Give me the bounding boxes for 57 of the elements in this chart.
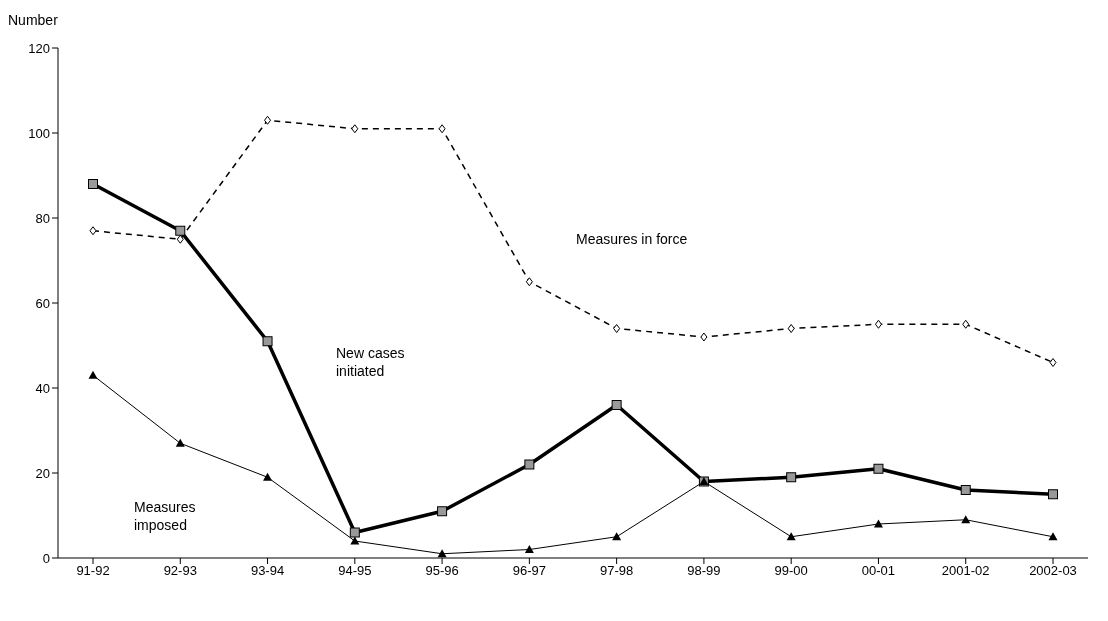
point — [89, 226, 97, 236]
point — [1049, 358, 1057, 367]
point — [786, 472, 797, 483]
x-tick-label: 2001-02 — [941, 563, 990, 579]
x-tick-label: 00-01 — [861, 563, 896, 579]
point — [874, 319, 882, 329]
y-axis-title: Number — [8, 12, 58, 28]
y-tick-label: 80 — [35, 210, 50, 226]
point — [88, 370, 98, 379]
point — [525, 277, 533, 287]
x-tick-label: 92-93 — [163, 563, 197, 579]
point — [612, 532, 622, 541]
point — [175, 225, 186, 236]
point — [437, 506, 448, 517]
x-tick-label: 99-00 — [774, 563, 808, 579]
point — [349, 527, 360, 538]
annotation: Measures in force — [576, 230, 689, 248]
point — [961, 515, 971, 524]
x-tick-label: 91-92 — [76, 563, 110, 579]
point — [700, 332, 708, 342]
point — [962, 319, 970, 329]
point — [613, 324, 621, 333]
y-tick-label: 100 — [28, 125, 50, 141]
y-tick-label: 0 — [42, 550, 50, 566]
point — [873, 463, 884, 474]
point — [611, 400, 622, 410]
y-tick-label: 60 — [35, 295, 50, 311]
point — [1048, 489, 1058, 500]
point — [263, 472, 273, 481]
point — [960, 485, 971, 495]
point — [786, 532, 796, 541]
annotation: Measures imposed — [134, 498, 197, 534]
x-tick-label: 97-98 — [600, 563, 634, 579]
point — [524, 545, 534, 553]
point — [873, 519, 883, 528]
point — [175, 438, 185, 447]
point — [264, 115, 272, 125]
point — [88, 179, 98, 189]
x-tick-label: 2002-03 — [1029, 563, 1077, 579]
y-tick-label: 120 — [28, 40, 50, 56]
x-tick-label: 93-94 — [250, 563, 285, 579]
point — [350, 536, 360, 545]
y-tick-label: 40 — [35, 380, 50, 396]
x-tick-label: 94-95 — [338, 563, 372, 579]
point — [787, 324, 795, 333]
point — [437, 549, 447, 558]
x-tick-label: 95-96 — [425, 563, 459, 579]
y-tick-label: 20 — [35, 465, 50, 481]
point — [438, 124, 446, 134]
annotation: New cases initiated — [336, 344, 406, 380]
point — [1048, 532, 1058, 541]
point — [351, 124, 359, 134]
point — [524, 459, 535, 470]
x-tick-label: 96-97 — [512, 563, 546, 579]
point — [262, 336, 273, 347]
x-tick-label: 98-99 — [687, 563, 721, 579]
point — [176, 234, 184, 244]
